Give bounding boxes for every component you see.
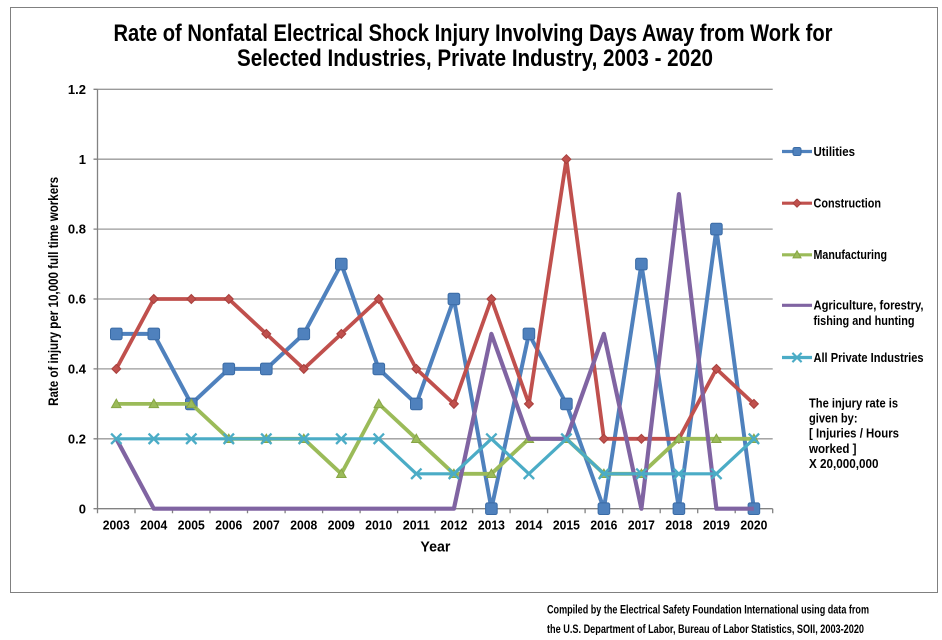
svg-text:worked ]: worked ] bbox=[808, 442, 856, 456]
svg-text:0.8: 0.8 bbox=[68, 222, 86, 237]
svg-text:2007: 2007 bbox=[253, 518, 280, 533]
svg-text:2010: 2010 bbox=[365, 518, 392, 533]
svg-text:the U.S. Department of Labor,: the U.S. Department of Labor, Bureau of … bbox=[547, 624, 864, 635]
svg-text:2008: 2008 bbox=[290, 518, 317, 533]
svg-text:2015: 2015 bbox=[553, 518, 580, 533]
svg-text:[ Injuries / Hours: [ Injuries / Hours bbox=[809, 427, 899, 441]
svg-text:2013: 2013 bbox=[478, 518, 505, 533]
svg-text:Manufacturing: Manufacturing bbox=[814, 248, 888, 262]
svg-text:Construction: Construction bbox=[814, 197, 882, 211]
svg-text:Year: Year bbox=[420, 539, 450, 556]
svg-text:Selected Industries, Private I: Selected Industries, Private Industry, 2… bbox=[237, 45, 713, 72]
svg-text:2005: 2005 bbox=[178, 518, 205, 533]
svg-text:2019: 2019 bbox=[703, 518, 730, 533]
svg-text:2006: 2006 bbox=[215, 518, 242, 533]
svg-text:2003: 2003 bbox=[103, 518, 130, 533]
svg-text:2014: 2014 bbox=[515, 518, 543, 533]
svg-text:2020: 2020 bbox=[740, 518, 767, 533]
svg-text:fishing and hunting: fishing and hunting bbox=[814, 314, 915, 328]
svg-text:2018: 2018 bbox=[665, 518, 692, 533]
svg-text:Agriculture, forestry,: Agriculture, forestry, bbox=[814, 299, 924, 313]
svg-text:2004: 2004 bbox=[140, 518, 168, 533]
svg-text:All Private Industries: All Private Industries bbox=[814, 351, 924, 365]
svg-text:The injury rate is: The injury rate is bbox=[809, 397, 898, 411]
svg-text:0.4: 0.4 bbox=[68, 362, 87, 377]
svg-text:2017: 2017 bbox=[628, 518, 655, 533]
svg-text:2016: 2016 bbox=[590, 518, 617, 533]
svg-text:0: 0 bbox=[79, 501, 86, 516]
svg-text:Utilities: Utilities bbox=[814, 145, 856, 159]
svg-text:1.2: 1.2 bbox=[68, 82, 86, 97]
svg-text:Compiled by the Electrical Saf: Compiled by the Electrical Safety Founda… bbox=[547, 605, 869, 617]
svg-text:given by:: given by: bbox=[809, 412, 858, 426]
svg-text:2012: 2012 bbox=[440, 518, 467, 533]
svg-text:X 20,000,000: X 20,000,000 bbox=[809, 457, 879, 471]
svg-text:2009: 2009 bbox=[328, 518, 355, 533]
svg-text:2011: 2011 bbox=[403, 518, 430, 533]
svg-text:0.6: 0.6 bbox=[68, 292, 86, 307]
svg-text:1: 1 bbox=[79, 152, 86, 167]
svg-text:Rate of Nonfatal Electrical Sh: Rate of Nonfatal Electrical Shock Injury… bbox=[114, 20, 833, 47]
svg-text:Rate of injury per 10,000 full: Rate of injury per 10,000 full time work… bbox=[46, 177, 61, 406]
svg-text:0.2: 0.2 bbox=[68, 431, 86, 446]
